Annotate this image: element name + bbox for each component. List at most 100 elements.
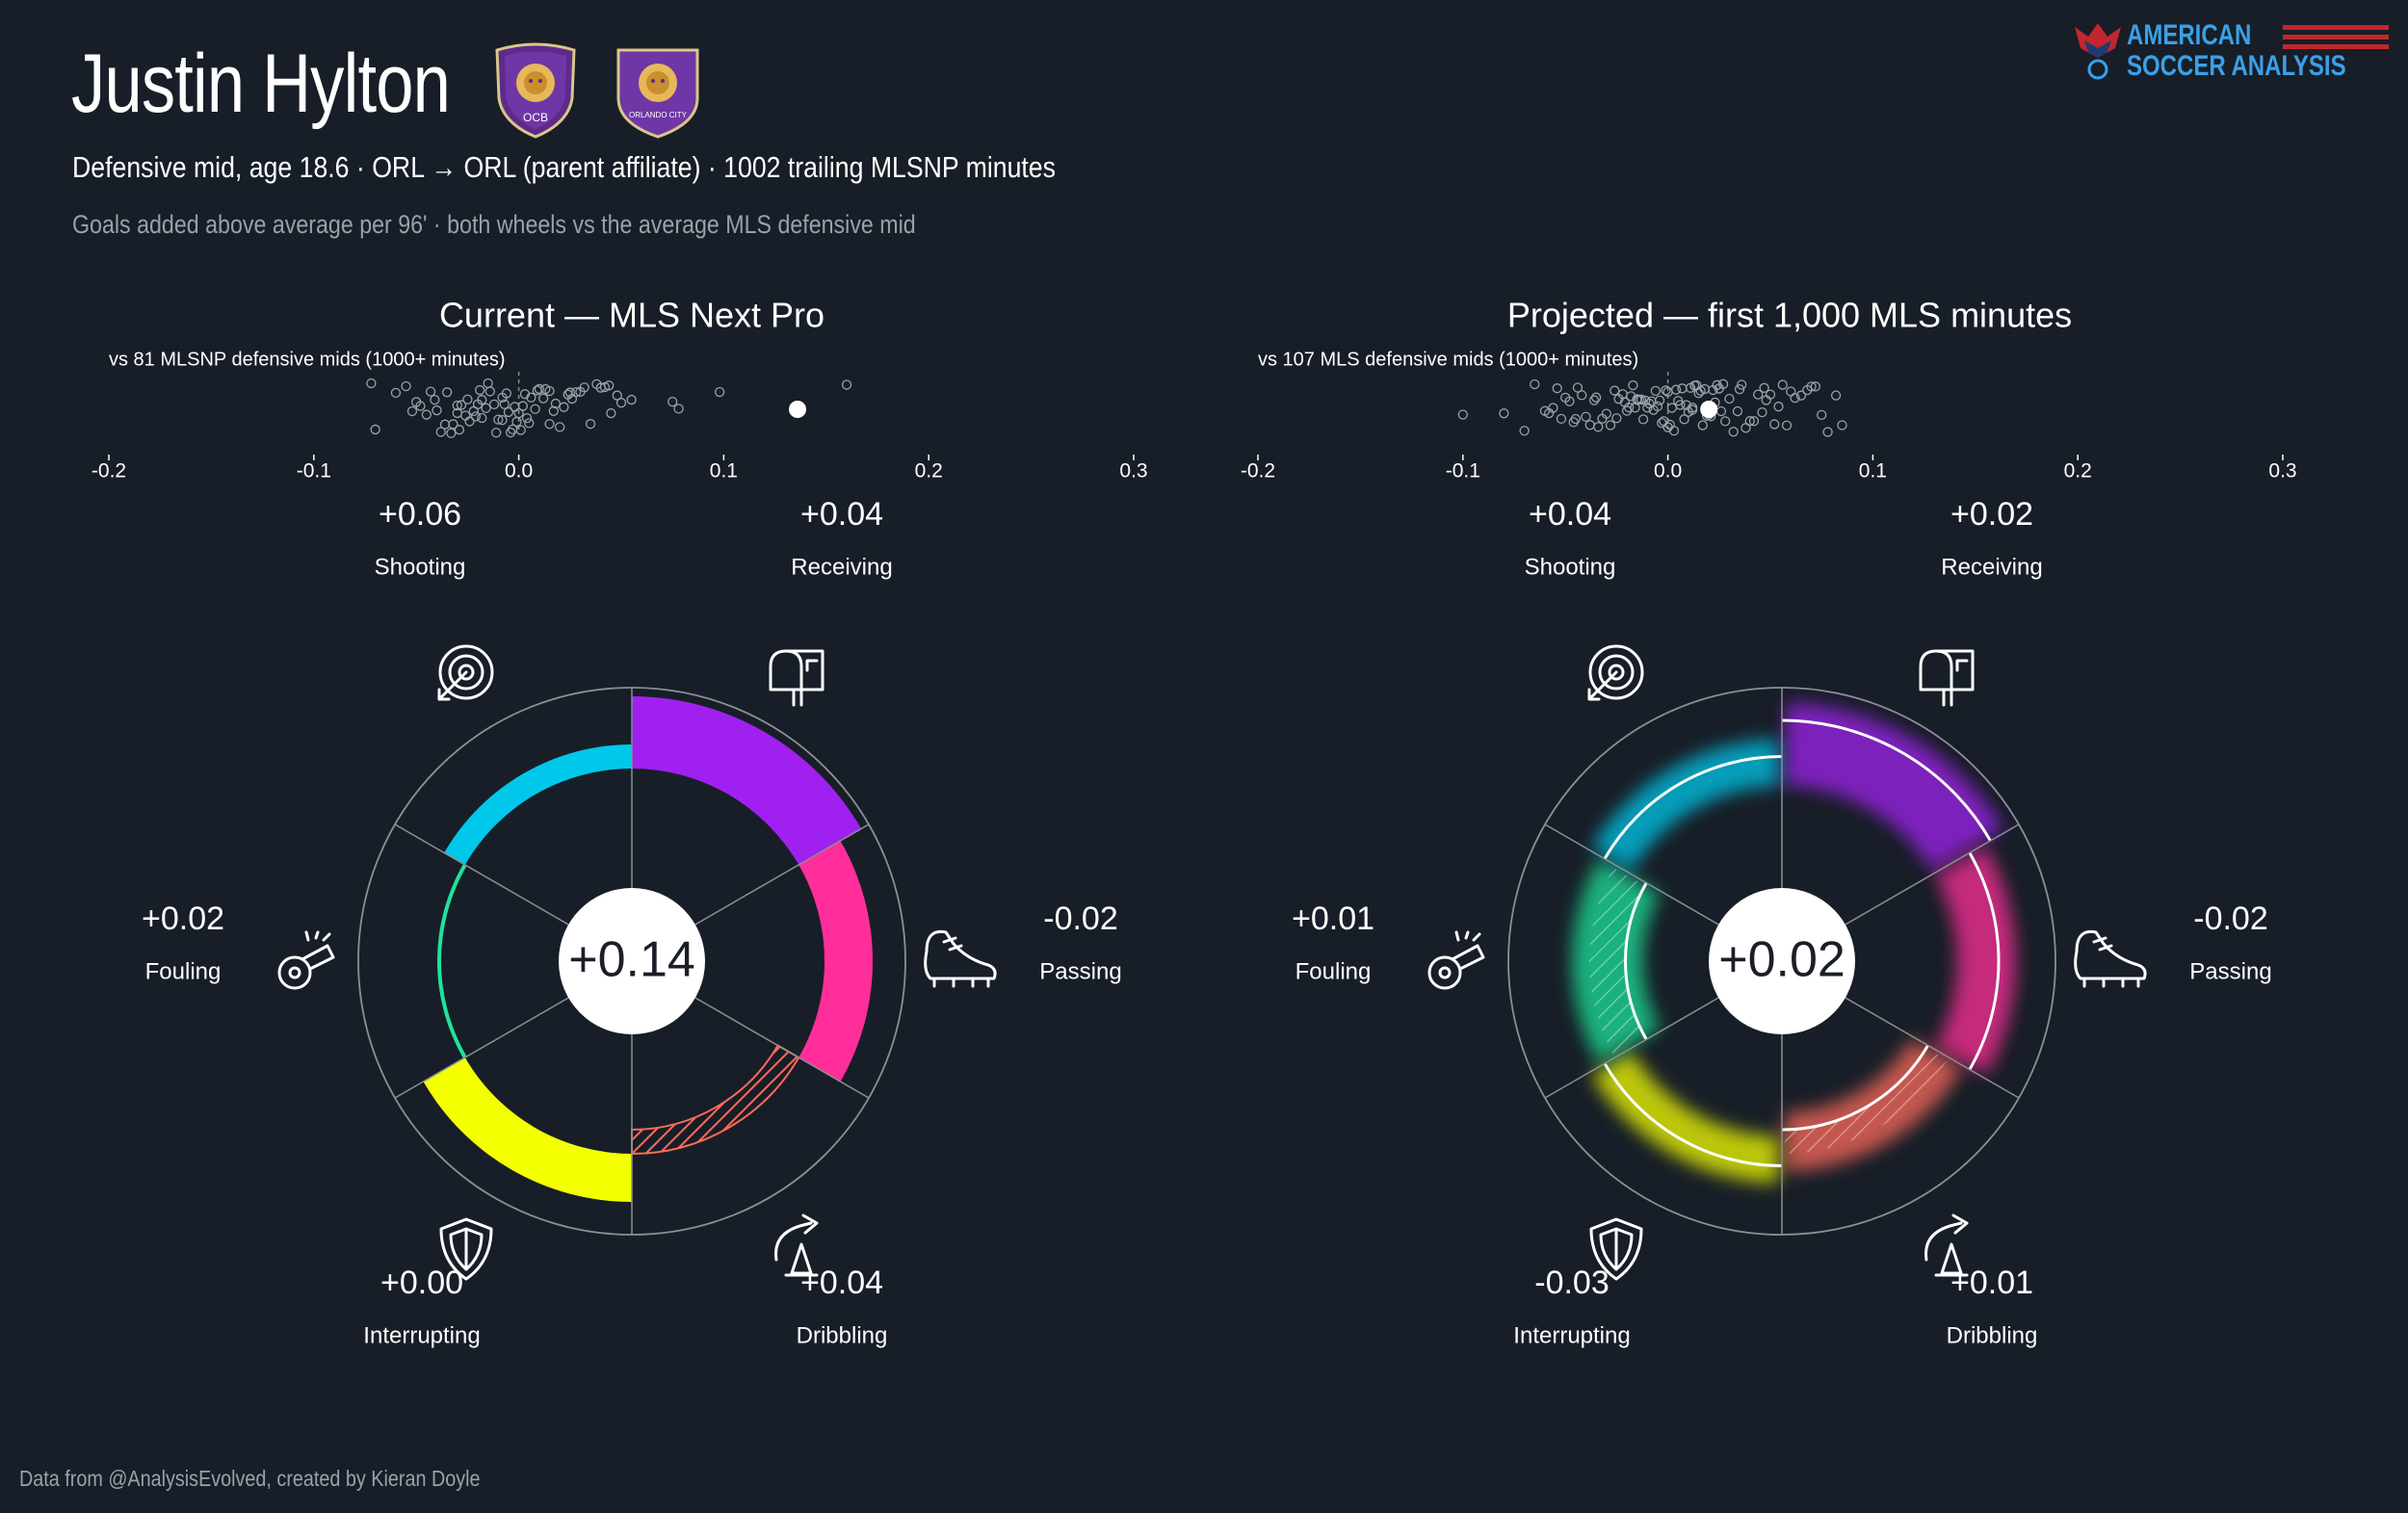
- strip-point: [1666, 403, 1678, 413]
- cone-icon: [1924, 1213, 1969, 1277]
- strip-point: [1590, 392, 1602, 403]
- mailbox-flag: [805, 659, 819, 672]
- arrow-shaft: [437, 670, 468, 701]
- wheel-bar-estimate-line: [1781, 718, 1992, 842]
- wheel-bar: [423, 1057, 632, 1202]
- strip-point: [1693, 388, 1704, 399]
- strip-point: [475, 384, 485, 396]
- wheel-bar-estimate-line: [1603, 1062, 1783, 1167]
- strip-point: [714, 386, 725, 398]
- cleat-studs: [932, 977, 990, 988]
- cleat-body: [2074, 929, 2147, 980]
- strip-point: [1697, 420, 1708, 430]
- strip-point: [1822, 427, 1833, 437]
- brand-line-2: SOCCER ANALYSIS: [2127, 50, 2346, 82]
- strip-point: [505, 427, 516, 438]
- strip-point: [501, 388, 511, 399]
- strip-point: [1773, 402, 1784, 412]
- strip-point: [1675, 400, 1686, 410]
- whistle-sound: [1454, 930, 1481, 942]
- strip-point: [1715, 405, 1727, 417]
- strip-point: [1837, 420, 1847, 430]
- whistle-hole: [288, 966, 301, 979]
- tick-label: -0.1: [1446, 460, 1480, 483]
- strip-point: [1817, 409, 1827, 421]
- strip-point: [530, 404, 540, 414]
- strip-point: [1830, 390, 1842, 401]
- strip-point: [488, 399, 500, 410]
- strip-point: [515, 425, 526, 435]
- strip-point: [439, 419, 451, 430]
- strip-point: [1605, 420, 1616, 430]
- whistle-hole: [1438, 966, 1452, 979]
- mailbox-post: [792, 688, 803, 707]
- cone-body: [1940, 1242, 1963, 1275]
- strip-point: [430, 394, 440, 405]
- whistle-body: [1427, 955, 1462, 990]
- strip-point: [435, 427, 446, 437]
- strip-point: [521, 412, 533, 424]
- player-highlight-point: [1700, 401, 1718, 418]
- orlando-city-badge-text: ORLANDO CITY: [629, 111, 688, 119]
- strip-point: [1810, 381, 1820, 392]
- category-value-label: -0.03: [1534, 1265, 1610, 1301]
- orlando-city-badge-logo: ORLANDO CITY: [616, 48, 699, 139]
- cone-arrowhead: [1951, 1213, 1969, 1235]
- category-value-label: -0.02: [1043, 900, 1118, 937]
- category-value-label: +0.00: [380, 1265, 463, 1301]
- strip-point: [503, 406, 514, 418]
- strip-point: [1584, 420, 1595, 430]
- strip-point: [1661, 385, 1671, 396]
- strip-point: [1786, 386, 1796, 397]
- target-ring: [458, 664, 475, 681]
- strip-point: [615, 398, 627, 408]
- strip-point: [667, 396, 678, 407]
- wheel-bar-uncertainty: [1785, 703, 2003, 872]
- brand-line-1: AMERICAN: [2127, 19, 2252, 51]
- category-name-label: Fouling: [145, 958, 222, 984]
- mailbox-body: [1919, 649, 1975, 691]
- category-name-label: Interrupting: [363, 1322, 480, 1348]
- wheel-total-label: +0.02: [1718, 932, 1845, 988]
- category-name-label: Receiving: [791, 554, 892, 580]
- cone-icon: [774, 1213, 819, 1277]
- strip-point: [452, 400, 462, 411]
- mailbox-post: [1942, 688, 1953, 707]
- strip-plot-label: vs 107 MLS defensive mids (1000+ minutes…: [1258, 349, 1638, 370]
- strip-point: [559, 402, 569, 412]
- strip-point: [1577, 390, 1587, 401]
- wheel-bar: [798, 841, 873, 1082]
- player-subtitle: Defensive mid, age 18.6 · ORL → ORL (par…: [72, 150, 1056, 184]
- strip-point: [462, 394, 473, 404]
- strip-point: [544, 419, 555, 430]
- tick-label: 0.2: [915, 460, 943, 483]
- cone-arrow: [1924, 1221, 1963, 1262]
- strip-point: [464, 416, 475, 427]
- wheel-bar-estimate-line: [1624, 882, 1648, 1040]
- target-icon: [1587, 644, 1644, 701]
- whistle-mouth: [301, 944, 335, 971]
- strip-point: [1519, 426, 1530, 436]
- strip-point: [626, 394, 637, 405]
- ocb-badge-logo: OCB: [495, 42, 576, 139]
- strip-point: [491, 428, 502, 438]
- mailbox-body: [769, 649, 824, 691]
- strip-point: [524, 418, 535, 429]
- strip-point: [1748, 416, 1760, 427]
- strip-point: [579, 382, 589, 393]
- strip-point: [1601, 408, 1611, 419]
- category-name-label: Dribbling: [1947, 1322, 2038, 1348]
- shield-outer: [1589, 1217, 1643, 1281]
- category-value-label: +0.02: [142, 900, 224, 937]
- strip-point: [1734, 383, 1745, 395]
- strip-point: [1744, 416, 1755, 427]
- cone-body: [790, 1242, 813, 1275]
- strip-point: [1457, 409, 1468, 420]
- category-value-label: +0.06: [379, 496, 461, 533]
- strip-point: [454, 425, 465, 435]
- strip-point: [1670, 384, 1682, 395]
- category-value-label: +0.04: [800, 496, 883, 533]
- category-value-label: +0.01: [1950, 1265, 2033, 1301]
- strip-point: [415, 401, 426, 411]
- strip-point: [1662, 422, 1673, 432]
